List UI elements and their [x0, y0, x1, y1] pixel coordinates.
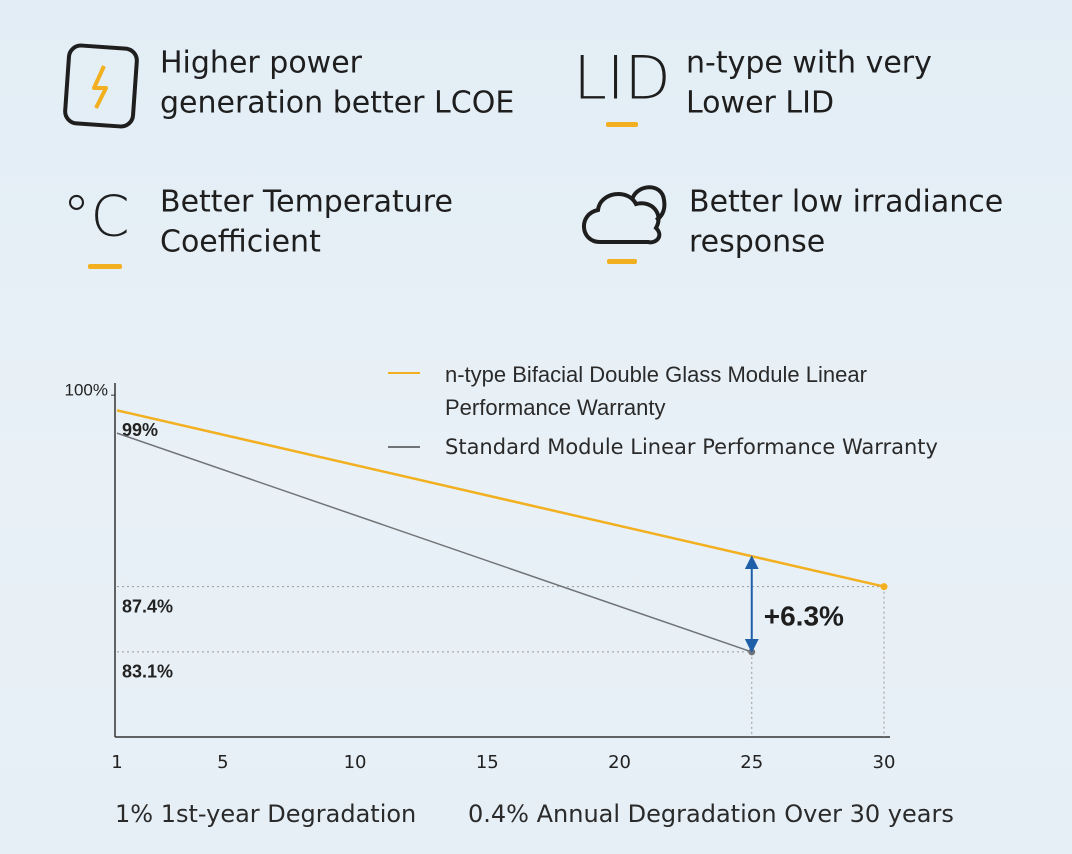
legend-swatch	[388, 446, 420, 448]
icon-underline	[88, 264, 122, 269]
lid-icon: LID	[573, 44, 670, 114]
x-tick-label: 15	[476, 752, 499, 773]
feature-text: Higher power	[160, 46, 363, 81]
power-icon	[63, 43, 139, 129]
celsius-icon: °C	[62, 184, 129, 249]
x-tick-label: 20	[608, 752, 631, 773]
feature-text: response	[689, 225, 825, 260]
y-tick-label: 100%	[65, 381, 108, 400]
icon-underline	[607, 259, 637, 264]
legend-label: Standard Module Linear Performance Warra…	[445, 435, 938, 459]
feature-text: n-type with very	[686, 46, 932, 81]
end-point	[880, 583, 888, 591]
x-tick-label: 5	[217, 752, 228, 773]
value-label: 87.4%	[122, 596, 173, 616]
feature-text: Better low irradiance	[689, 185, 1003, 220]
icon-underline	[606, 122, 638, 127]
x-tick-label: 1	[111, 752, 122, 773]
x-tick-label: 10	[344, 752, 367, 773]
note: 1% 1st-year Degradation	[115, 800, 416, 828]
legend-swatch	[388, 372, 420, 374]
x-tick-label: 25	[740, 752, 763, 773]
legend-label: n-type Bifacial Double Glass Module Line…	[445, 362, 867, 420]
end-point	[748, 648, 756, 656]
cloud-icon	[582, 185, 667, 245]
feature-text: Better Temperature	[160, 185, 453, 220]
value-label: 83.1%	[122, 662, 173, 682]
x-tick-label: 30	[873, 752, 896, 773]
value-label: 99%	[122, 420, 158, 440]
series-line	[116, 432, 753, 653]
feature-text: Lower LID	[686, 86, 834, 121]
feature-text: generation better LCOE	[160, 86, 514, 121]
difference-label: +6.3%	[764, 600, 844, 631]
feature-text: Coefficient	[160, 225, 321, 260]
note: 0.4% Annual Degradation Over 30 years	[468, 800, 954, 828]
